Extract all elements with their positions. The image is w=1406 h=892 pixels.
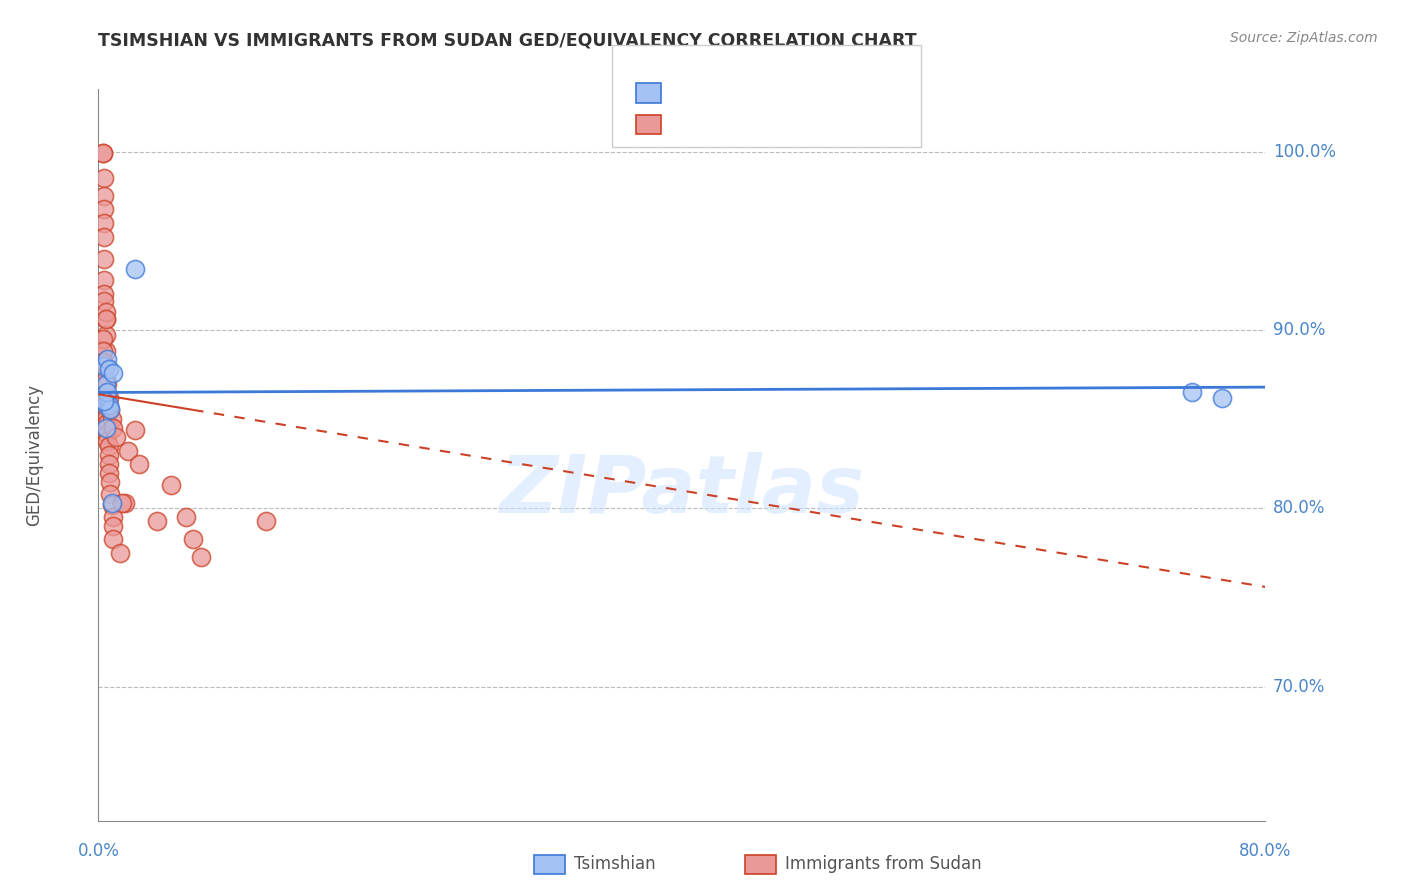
Point xyxy=(94,398,117,412)
Point xyxy=(98,487,121,501)
Point xyxy=(100,496,122,510)
Point xyxy=(94,398,117,412)
Point xyxy=(94,344,117,359)
Text: N =: N = xyxy=(756,118,804,136)
Point xyxy=(93,359,115,373)
Point xyxy=(128,457,150,471)
Text: R =: R = xyxy=(672,87,713,104)
Point xyxy=(100,498,122,512)
Text: 90.0%: 90.0% xyxy=(1272,321,1324,339)
Point xyxy=(91,332,114,346)
Text: 0.0%: 0.0% xyxy=(77,842,120,860)
Point xyxy=(1211,391,1233,405)
Text: ZIPatlas: ZIPatlas xyxy=(499,452,865,531)
Point xyxy=(93,273,115,287)
Point xyxy=(96,401,118,416)
Point xyxy=(101,519,124,533)
Point xyxy=(96,376,118,391)
Point xyxy=(96,434,118,448)
Point xyxy=(124,262,146,277)
Point xyxy=(94,328,117,343)
Text: 57: 57 xyxy=(799,118,821,136)
Point xyxy=(93,294,115,309)
Point xyxy=(124,423,146,437)
Point xyxy=(97,439,120,453)
Point xyxy=(97,448,120,462)
Point xyxy=(93,216,115,230)
Point xyxy=(96,416,118,430)
Point xyxy=(96,385,118,400)
Point xyxy=(93,394,115,409)
Point xyxy=(97,457,120,471)
Point xyxy=(117,444,139,458)
Point xyxy=(101,510,124,524)
Point xyxy=(101,532,124,546)
Point xyxy=(97,398,120,412)
Text: -0.040: -0.040 xyxy=(703,118,762,136)
Point xyxy=(101,421,124,435)
Point xyxy=(254,514,277,528)
Text: 15: 15 xyxy=(799,87,821,104)
Text: GED/Equivalency: GED/Equivalency xyxy=(25,384,44,526)
Point xyxy=(98,401,121,416)
Point xyxy=(97,362,120,376)
Point xyxy=(100,412,122,426)
Text: R =: R = xyxy=(672,118,709,136)
Point xyxy=(94,359,117,373)
Point xyxy=(97,391,120,405)
Point xyxy=(93,230,115,244)
Point xyxy=(93,287,115,301)
Point xyxy=(93,171,115,186)
Point xyxy=(94,312,117,326)
Text: N =: N = xyxy=(756,87,804,104)
Point xyxy=(96,391,118,405)
Text: 100.0%: 100.0% xyxy=(1272,143,1336,161)
Point xyxy=(91,146,114,161)
Point xyxy=(1181,385,1204,400)
Point xyxy=(160,478,183,492)
Text: 80.0%: 80.0% xyxy=(1239,842,1292,860)
Point xyxy=(96,426,118,441)
Text: Tsimshian: Tsimshian xyxy=(574,855,655,873)
Point xyxy=(98,475,121,489)
Text: 70.0%: 70.0% xyxy=(1272,678,1324,696)
Point xyxy=(93,252,115,266)
Point xyxy=(94,373,117,387)
Point xyxy=(174,510,197,524)
Text: Source: ZipAtlas.com: Source: ZipAtlas.com xyxy=(1230,31,1378,45)
Point xyxy=(94,376,117,391)
Text: 80.0%: 80.0% xyxy=(1272,500,1324,517)
Point xyxy=(91,146,114,161)
Point xyxy=(111,496,134,510)
Point xyxy=(93,202,115,216)
Point xyxy=(104,430,127,444)
Point xyxy=(93,189,115,203)
Point xyxy=(94,305,117,319)
Point xyxy=(101,366,124,380)
Text: Immigrants from Sudan: Immigrants from Sudan xyxy=(785,855,981,873)
Point xyxy=(190,549,212,564)
Point xyxy=(97,466,120,480)
Point xyxy=(94,312,117,326)
Point xyxy=(94,387,117,401)
Point xyxy=(146,514,169,528)
Text: TSIMSHIAN VS IMMIGRANTS FROM SUDAN GED/EQUIVALENCY CORRELATION CHART: TSIMSHIAN VS IMMIGRANTS FROM SUDAN GED/E… xyxy=(98,31,917,49)
Text: 0.003: 0.003 xyxy=(710,87,762,104)
Point xyxy=(96,409,118,423)
Point xyxy=(114,496,136,510)
Point xyxy=(91,355,114,369)
Point xyxy=(98,403,121,417)
Point xyxy=(96,351,118,366)
Point xyxy=(110,546,132,560)
Point xyxy=(91,344,114,359)
Point xyxy=(181,532,204,546)
Point xyxy=(94,421,117,435)
